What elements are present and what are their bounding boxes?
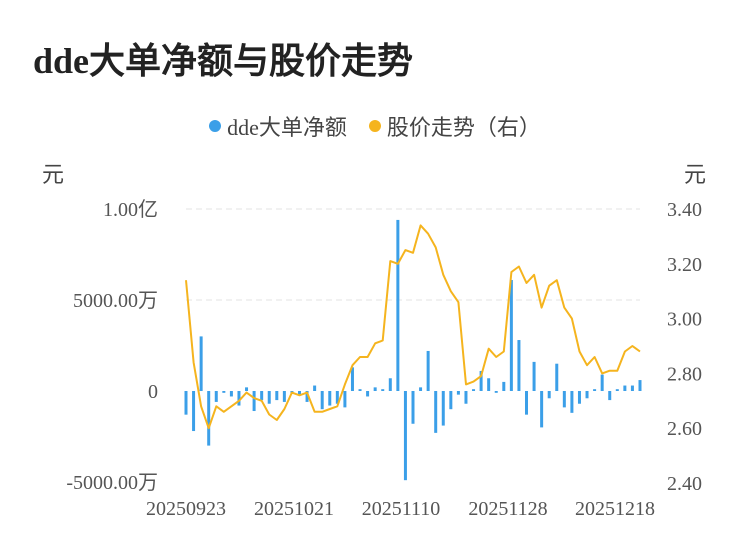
x-tick-label: 20251021 [254, 498, 334, 520]
bar [237, 391, 241, 406]
bar [275, 391, 279, 401]
bar [608, 391, 612, 401]
legend-dot-dde [209, 120, 222, 132]
bar [434, 391, 438, 433]
bar [630, 385, 634, 391]
bar [472, 389, 476, 391]
bar [381, 389, 385, 391]
bar [184, 391, 188, 415]
legend-label-price: 股价走势（右） [386, 115, 541, 140]
bar [305, 391, 309, 402]
bar [260, 391, 264, 401]
price-line [185, 224, 641, 430]
bar [555, 363, 559, 391]
bar [411, 391, 415, 424]
y-right-tick-label: 3.20 [667, 254, 702, 276]
left-axis-unit: 元 [42, 162, 65, 187]
bar [638, 380, 642, 391]
bar [207, 391, 211, 446]
bar [525, 391, 528, 415]
x-tick-label: 20251110 [362, 498, 441, 520]
bar [532, 361, 536, 391]
bar [562, 391, 566, 408]
bar [373, 387, 377, 391]
bar [615, 389, 619, 391]
bar [328, 391, 332, 406]
y-left-tick-label: 1.00亿 [103, 198, 158, 221]
bar [441, 391, 445, 426]
legend: dde大单净额 股价走势（右） [0, 110, 750, 142]
bar [245, 387, 249, 391]
x-tick-label: 20251128 [468, 498, 547, 520]
bar [199, 336, 203, 391]
y-left-tick-label: -5000.00万 [66, 472, 158, 494]
bar [577, 391, 581, 404]
bar [426, 350, 430, 391]
bar [222, 391, 226, 393]
bar [298, 391, 301, 395]
bar [487, 378, 491, 391]
legend-dot-price [368, 120, 381, 132]
bar [517, 340, 521, 391]
bar [570, 391, 574, 413]
y-left-tick-label: 0 [148, 381, 158, 403]
bar [585, 391, 589, 399]
bar [419, 387, 423, 391]
bar [600, 374, 604, 391]
bar [313, 385, 317, 391]
bar [335, 391, 339, 404]
bar [540, 391, 544, 428]
x-tick-label: 20251218 [575, 498, 655, 520]
right-axis-unit: 元 [684, 162, 707, 187]
bar [464, 391, 468, 404]
bar [623, 385, 627, 391]
bar [456, 391, 460, 395]
bar [343, 391, 347, 408]
y-left-tick-label: 5000.00万 [73, 290, 158, 312]
bar [252, 391, 256, 412]
y-right-tick-label: 2.60 [667, 418, 702, 440]
bar [396, 219, 400, 391]
y-right-tick-label: 3.40 [667, 199, 702, 221]
y-right-tick-label: 3.00 [667, 309, 702, 331]
bar [593, 389, 597, 391]
bar [547, 391, 551, 399]
bar [358, 389, 362, 391]
legend-label-dde: dde大单净额 [227, 115, 347, 140]
bar [229, 391, 233, 397]
bar [366, 391, 370, 397]
bar [282, 391, 286, 402]
bar [192, 391, 196, 432]
bar [214, 391, 218, 402]
bar [479, 370, 483, 391]
bar [509, 279, 513, 391]
chart-title: dde大单净额与股价走势 [33, 41, 414, 81]
legend-item-dde[interactable]: dde大单净额 [209, 110, 347, 142]
y-right-tick-label: 2.40 [667, 473, 702, 495]
bar [320, 391, 324, 410]
bar [403, 391, 407, 481]
bar [494, 391, 498, 393]
bar [350, 367, 354, 391]
bar [449, 391, 453, 410]
bar [388, 378, 392, 391]
bar [502, 381, 506, 391]
y-right-tick-label: 2.80 [667, 363, 702, 385]
x-tick-label: 20250923 [146, 498, 226, 520]
legend-item-price[interactable]: 股价走势（右） [368, 110, 541, 142]
bar [267, 391, 271, 404]
